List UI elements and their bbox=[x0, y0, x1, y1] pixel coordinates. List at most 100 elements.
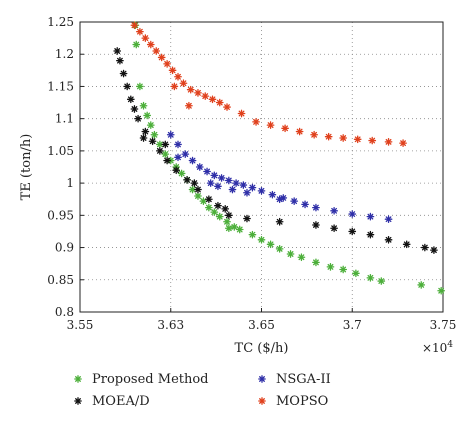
data-point bbox=[348, 210, 357, 218]
data-point bbox=[126, 95, 135, 104]
data-point bbox=[205, 195, 213, 204]
data-point bbox=[199, 197, 208, 206]
data-point bbox=[230, 223, 239, 231]
data-point bbox=[301, 200, 309, 209]
data-point bbox=[297, 253, 306, 262]
legend-entry: MOEA/D bbox=[74, 394, 150, 409]
y-tick-label: 1.05 bbox=[47, 144, 74, 158]
data-point bbox=[208, 95, 217, 104]
data-point bbox=[186, 85, 195, 94]
data-point bbox=[248, 183, 257, 192]
data-point bbox=[430, 246, 438, 254]
data-point bbox=[224, 211, 233, 220]
data-point bbox=[194, 192, 202, 200]
legend-entry: NSGA-II bbox=[258, 372, 331, 387]
y-tick-label: 0.9 bbox=[55, 241, 74, 255]
data-point bbox=[203, 167, 211, 176]
y-tick-label: 0.85 bbox=[47, 273, 74, 287]
x-tick-label: 3.7 bbox=[343, 318, 362, 332]
data-point bbox=[399, 139, 407, 148]
data-point bbox=[136, 27, 144, 36]
data-point bbox=[384, 215, 393, 224]
x-ticks: 3.55 3.63 3.65 3.7 3.75 bbox=[67, 308, 457, 332]
data-point bbox=[437, 286, 446, 295]
y-tick-label: 1.1 bbox=[55, 112, 74, 126]
legend-label: NSGA-II bbox=[276, 372, 331, 387]
data-point bbox=[170, 82, 179, 91]
data-point bbox=[215, 212, 224, 221]
data-point bbox=[210, 171, 219, 180]
data-point bbox=[134, 114, 142, 123]
y-tick-label: 1.2 bbox=[55, 47, 74, 61]
data-point bbox=[194, 89, 202, 97]
legend-label: Proposed Method bbox=[92, 372, 209, 387]
data-point bbox=[290, 197, 299, 206]
x-multiplier-base: ×10 bbox=[422, 341, 447, 355]
y-axis-label: TE (ton/h) bbox=[19, 134, 34, 201]
data-point bbox=[146, 121, 155, 129]
data-point bbox=[312, 221, 320, 229]
data-point bbox=[183, 176, 191, 184]
data-point bbox=[74, 375, 82, 383]
y-tick-label: 0.8 bbox=[55, 305, 74, 319]
data-point bbox=[123, 82, 132, 91]
data-point bbox=[324, 132, 333, 141]
data-point bbox=[214, 201, 222, 210]
data-point bbox=[258, 375, 266, 383]
data-point bbox=[266, 121, 275, 129]
legend-label: MOEA/D bbox=[92, 394, 150, 409]
data-point bbox=[243, 188, 251, 197]
data-point bbox=[206, 179, 215, 187]
y-tick-label: 1.15 bbox=[47, 79, 74, 93]
data-point bbox=[201, 92, 210, 100]
data-point bbox=[185, 101, 193, 110]
data-point bbox=[268, 190, 277, 199]
data-point bbox=[224, 176, 233, 185]
legend: Proposed Method NSGA-II MOEA/D MOPSO bbox=[74, 372, 331, 409]
grid bbox=[80, 22, 443, 312]
data-point bbox=[239, 181, 248, 189]
series-mopso bbox=[130, 21, 407, 148]
data-point bbox=[257, 186, 266, 195]
series-nsga-ii bbox=[166, 130, 393, 224]
data-point bbox=[217, 174, 226, 182]
data-point bbox=[181, 150, 190, 158]
data-point bbox=[177, 169, 186, 178]
data-point bbox=[163, 156, 171, 165]
data-point bbox=[188, 156, 197, 165]
data-point bbox=[312, 258, 320, 267]
data-point bbox=[214, 182, 222, 191]
data-point bbox=[384, 138, 393, 146]
data-point bbox=[368, 136, 377, 145]
data-point bbox=[143, 111, 152, 120]
data-point bbox=[166, 130, 175, 139]
x-multiplier: ×104 bbox=[422, 340, 453, 355]
data-point bbox=[330, 224, 338, 233]
data-point bbox=[223, 103, 231, 111]
data-point bbox=[339, 134, 348, 142]
data-point bbox=[157, 53, 166, 62]
x-tick-label: 3.55 bbox=[67, 318, 94, 332]
data-point bbox=[266, 240, 275, 249]
data-point bbox=[223, 217, 231, 226]
data-point bbox=[194, 185, 202, 194]
y-tick-label: 1 bbox=[66, 176, 74, 190]
data-point bbox=[310, 130, 318, 139]
data-point bbox=[136, 82, 144, 91]
data-point bbox=[116, 56, 124, 65]
data-point bbox=[353, 135, 362, 144]
x-tick-label: 3.65 bbox=[248, 318, 275, 332]
data-point bbox=[74, 397, 82, 405]
data-point bbox=[172, 166, 181, 175]
legend-label: MOPSO bbox=[276, 394, 328, 409]
x-multiplier-exponent: 4 bbox=[447, 340, 453, 350]
data-point bbox=[295, 127, 304, 136]
data-point bbox=[161, 140, 170, 149]
data-point bbox=[339, 265, 348, 274]
data-point bbox=[113, 47, 122, 55]
x-tick-label: 3.75 bbox=[430, 318, 457, 332]
data-point bbox=[330, 206, 338, 215]
data-point bbox=[248, 230, 257, 239]
data-points bbox=[113, 21, 446, 295]
data-point bbox=[312, 203, 320, 212]
